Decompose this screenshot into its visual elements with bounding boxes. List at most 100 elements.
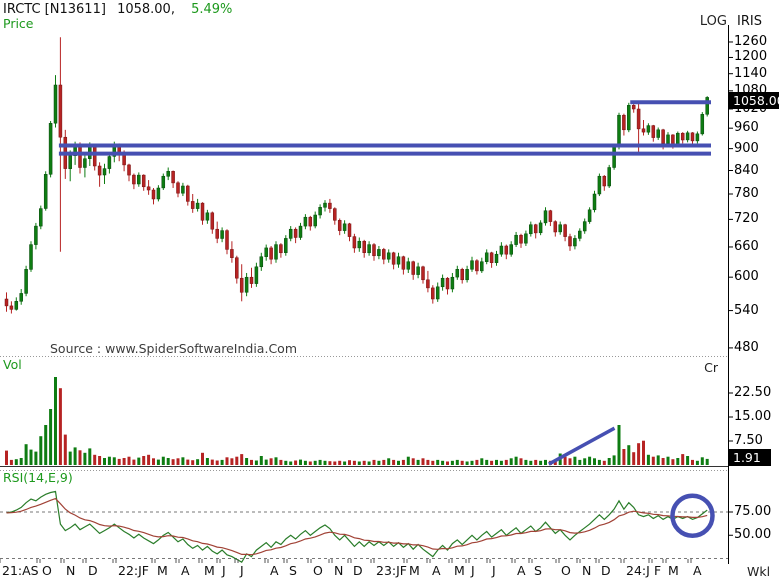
volume-bar — [112, 457, 116, 465]
volume-bar — [490, 460, 494, 465]
volume-bar — [137, 457, 141, 465]
volume-bar — [578, 459, 582, 465]
volume-unit-label: Cr — [704, 360, 718, 375]
volume-bar — [632, 452, 636, 465]
volume-bar — [5, 450, 8, 465]
volume-bar — [328, 461, 332, 465]
volume-bar — [524, 459, 528, 465]
candle-body — [514, 234, 518, 245]
volume-bar — [426, 459, 430, 465]
candle-body — [602, 175, 607, 187]
candle-body — [641, 128, 646, 133]
candle-body — [4, 298, 9, 307]
volume-bar — [103, 458, 106, 465]
candle-body — [220, 230, 224, 239]
candle-body — [259, 256, 264, 268]
candle-body — [700, 114, 705, 135]
volume-bar — [539, 460, 543, 465]
candle-body — [254, 266, 259, 284]
x-axis-month-label: J — [471, 563, 475, 578]
volume-bar — [308, 461, 312, 465]
candle-body — [671, 134, 675, 145]
candle-body — [391, 252, 396, 265]
volume-bar — [44, 425, 48, 465]
volume-bar — [357, 461, 361, 465]
price-axis-label: 540 — [734, 302, 759, 318]
volume-bar — [705, 458, 709, 465]
candle-body — [132, 174, 136, 185]
volume-bar — [612, 455, 616, 465]
volume-bar — [259, 456, 263, 465]
candle-body — [460, 269, 464, 281]
candle-body — [636, 108, 641, 130]
candle-body — [666, 134, 670, 144]
candle-body — [195, 202, 200, 209]
volume-bar — [14, 459, 18, 465]
volume-bar — [181, 457, 185, 465]
candle-body — [406, 261, 411, 270]
candle-body — [323, 202, 327, 208]
volume-bar — [671, 459, 675, 465]
candle-body — [333, 208, 337, 221]
volume-bar — [480, 458, 484, 465]
price-axis-label: 480 — [734, 339, 759, 355]
volume-bar — [568, 458, 572, 465]
candle-body — [9, 305, 14, 310]
volume-bar — [171, 459, 175, 465]
candle-body — [656, 129, 660, 138]
candle-body — [230, 249, 234, 258]
candle-body — [450, 276, 455, 290]
volume-bar — [588, 456, 592, 465]
volume-bar — [397, 460, 400, 465]
volume-bar — [583, 458, 587, 465]
x-axis-month-label: 23:JF — [376, 563, 407, 578]
volume-bar — [475, 459, 479, 465]
x-axis-month-label: 22:JF — [118, 563, 149, 578]
volume-panel-label: Vol — [3, 357, 22, 372]
volume-bar — [661, 458, 665, 465]
volume-bar — [78, 450, 82, 465]
x-axis-month-label: M — [157, 563, 168, 578]
volume-bar — [691, 459, 694, 465]
volume-bar — [622, 449, 626, 465]
candle-body — [489, 252, 494, 263]
candle-body — [651, 125, 656, 138]
volume-bar — [161, 456, 165, 465]
rsi-highlight-circle[interactable] — [670, 493, 715, 538]
candle-body — [563, 224, 567, 237]
volume-bar — [245, 458, 249, 465]
volume-bar — [431, 460, 435, 465]
platform-logo: IRIS — [737, 14, 762, 29]
volume-bar — [289, 461, 293, 465]
x-axis-month-label: M — [409, 563, 420, 578]
price-axis-label: 1200 — [734, 49, 768, 65]
volume-bar — [127, 456, 131, 465]
volume-bar — [9, 459, 13, 465]
candle-body — [14, 301, 19, 310]
candle-body — [431, 287, 435, 300]
volume-bar — [646, 454, 650, 465]
periodicity-label[interactable]: Wkl — [747, 564, 771, 579]
volume-bar — [343, 461, 347, 465]
volume-bar — [284, 460, 288, 465]
log-scale-toggle[interactable]: LOG — [699, 14, 727, 29]
volume-axis-label: 15.00 — [734, 409, 772, 424]
candle-body — [58, 84, 63, 138]
x-axis-month-label: N — [66, 563, 76, 578]
volume-bar — [656, 455, 660, 465]
candle-body — [308, 216, 313, 227]
candle-body — [24, 269, 28, 294]
candle-body — [573, 238, 577, 247]
candle-body — [97, 165, 102, 176]
volume-bar — [367, 461, 371, 465]
volume-trendline[interactable] — [548, 426, 616, 466]
volume-bar — [514, 456, 518, 465]
volume-bar — [323, 460, 327, 465]
volume-bar — [269, 458, 273, 465]
volume-bar — [152, 458, 155, 465]
candle-body — [558, 224, 562, 233]
x-axis-month-label: 21:AS — [2, 563, 39, 578]
volume-bar — [93, 454, 97, 465]
candle-body — [597, 175, 602, 195]
